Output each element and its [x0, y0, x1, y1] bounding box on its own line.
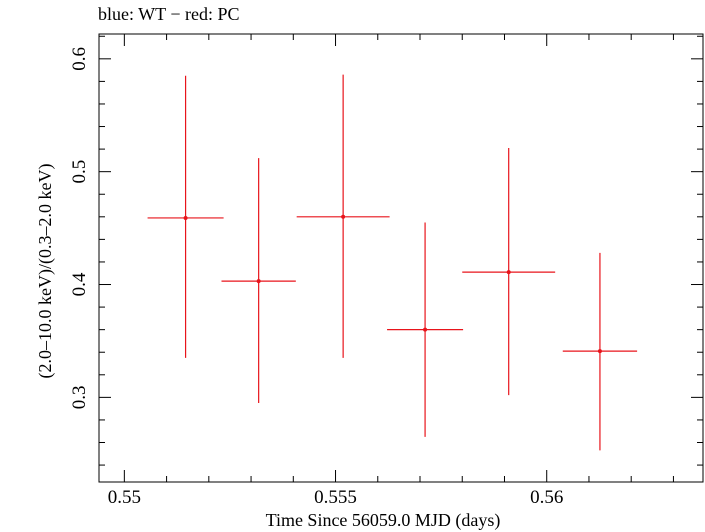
data-point [147, 75, 224, 358]
data-marker [423, 327, 428, 332]
y-tick-labels: 0.3 0.4 0.5 0.6 [69, 47, 90, 409]
x-tick-labels: 0.55 0.555 0.56 [108, 487, 564, 508]
data-point [296, 74, 390, 358]
x-tick-label: 0.56 [530, 487, 563, 508]
data-marker [256, 279, 261, 284]
x-axis-label: Time Since 56059.0 MJD (days) [266, 510, 501, 531]
x-tick-label: 0.555 [314, 487, 357, 508]
axis-ticks [99, 34, 703, 482]
y-axis-label: (2.0–10.0 keV)/(0.3–2.0 keV) [35, 164, 56, 379]
data-point [562, 252, 638, 451]
data-points [147, 74, 638, 451]
y-tick-label: 0.4 [69, 272, 90, 296]
data-marker [506, 270, 511, 275]
data-marker [341, 214, 346, 219]
data-point [462, 147, 556, 396]
data-point [387, 222, 464, 437]
chart-title: blue: WT − red: PC [98, 4, 239, 24]
y-tick-label: 0.3 [69, 385, 90, 409]
y-tick-label: 0.5 [69, 160, 90, 184]
data-point [221, 158, 296, 404]
plot-frame [98, 33, 704, 483]
data-marker [183, 215, 188, 220]
x-tick-label: 0.55 [108, 487, 141, 508]
y-tick-label: 0.6 [69, 47, 90, 71]
data-marker [597, 349, 602, 354]
